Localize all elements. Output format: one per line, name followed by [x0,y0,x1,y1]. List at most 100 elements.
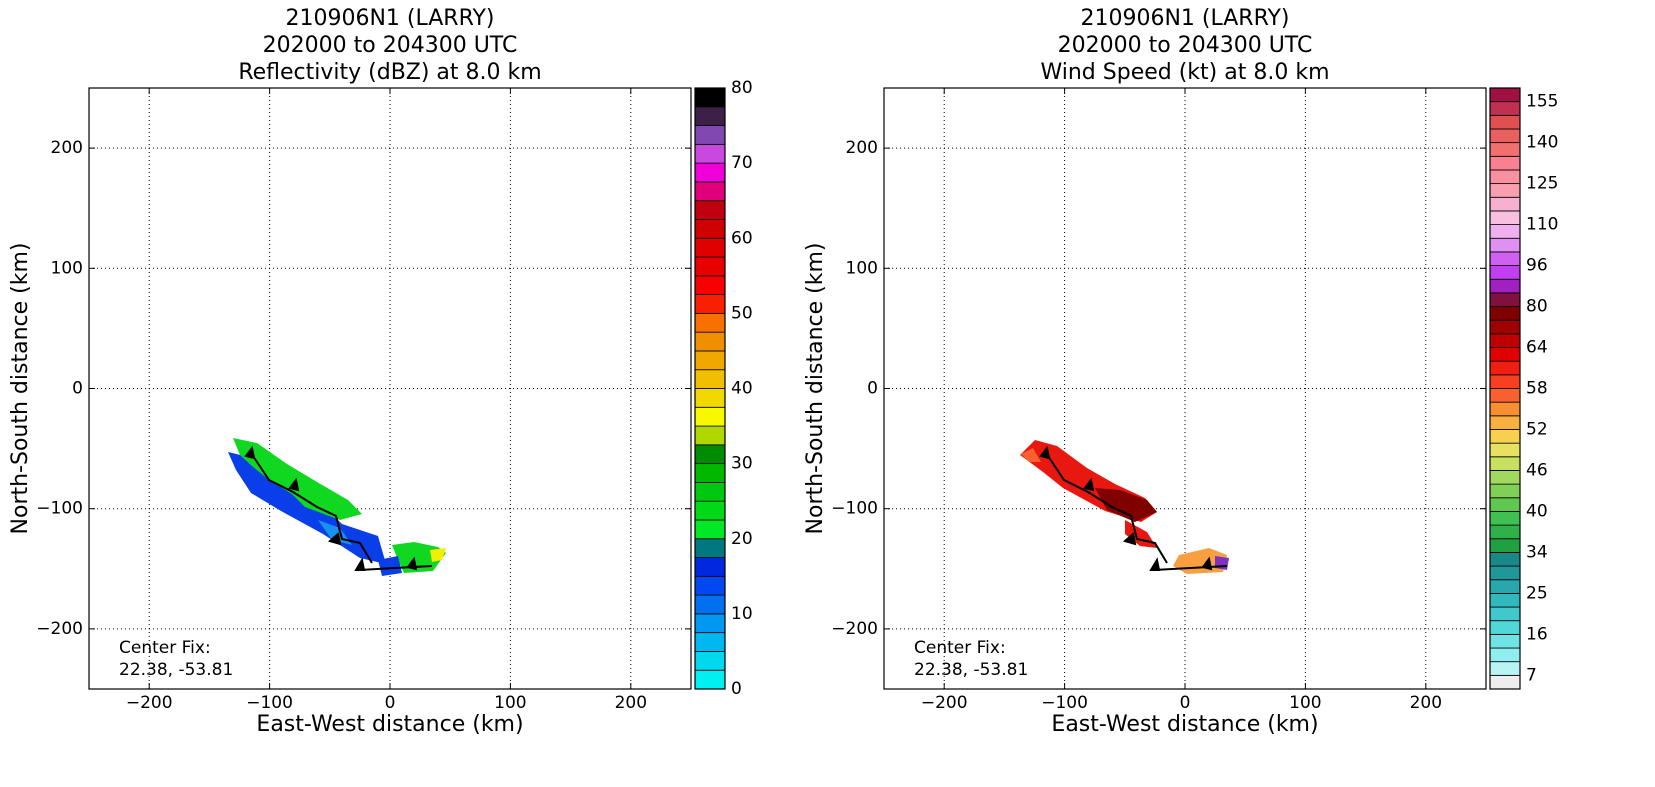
colorbar-tick-label: 34 [1526,542,1548,562]
swath-blue [228,452,386,564]
colorbar-tick-label: 20 [731,529,753,549]
x-axis-label: East-West distance (km) [256,712,523,737]
colorbar-bin [694,575,726,596]
colorbar-bin [1489,442,1521,458]
annotation: Center Fix: [914,638,1006,658]
colorbar-bin [694,500,726,521]
x-tick-label: 200 [615,693,647,713]
y-tick-label: 0 [72,379,83,399]
chart-title: Reflectivity (dBZ) at 8.0 km [238,60,541,85]
swath-yellow [430,548,446,562]
colorbar-bin [694,538,726,558]
colorbar-frame [694,87,726,690]
swath-green [233,438,362,520]
colorbar-bin [1489,169,1521,185]
colorbar-bin [1489,306,1521,321]
colorbar-bin [694,275,726,295]
colorbar-tick-label: 70 [731,153,753,173]
colorbar-tick-label: 40 [1526,501,1548,521]
colorbar-bin [694,482,726,502]
axes-layer: 210906N1 (LARRY)202000 to 204300 UTCRefl… [8,6,1558,737]
swath-orange [1021,448,1041,462]
colorbar-bin [1489,606,1521,622]
annotation: Center Fix: [119,638,211,658]
colorbar-bin [694,350,726,371]
colorbar-tick-label: 0 [731,679,742,699]
colorbar-bin [694,594,726,615]
annotation: 22.38, -53.81 [119,660,233,680]
y-tick-label: 200 [51,138,83,158]
colorbar-tick-label: 7 [1526,665,1537,685]
colorbar-bin [1489,565,1521,581]
colorbar-bin [1489,401,1521,417]
colorbar-bin [1489,319,1521,335]
colorbar-bin [1489,415,1521,430]
y-tick-label: −100 [36,499,83,519]
y-tick-label: 200 [846,138,878,158]
swath-red-2 [1125,520,1157,548]
colorbar-bin [694,237,726,258]
colorbar-bin [1489,251,1521,266]
colorbar-bin [694,388,726,408]
colorbar-tick-label: 110 [1526,215,1558,235]
x-tick-label: 100 [494,693,526,713]
chart-title: Wind Speed (kt) at 8.0 km [1040,60,1329,85]
colorbar-tick-label: 46 [1526,460,1548,480]
colorbar-bin [694,651,726,671]
colorbar-tick-label: 96 [1526,256,1548,276]
colorbar-bin [1489,592,1521,608]
colorbar-bin [694,444,726,465]
colorbar-tick-label: 155 [1526,92,1558,112]
y-tick-label: −100 [831,499,878,519]
x-tick-label: 0 [385,693,396,713]
y-tick-label: −200 [36,619,83,639]
x-tick-label: −200 [126,693,173,713]
y-tick-label: 100 [846,258,878,278]
colorbar-bin [694,519,726,540]
colorbar-bin [1489,347,1521,362]
colorbar-bin [1489,101,1521,116]
colorbar-bin [694,425,726,446]
colorbar-bin [1489,333,1521,348]
colorbar-bin [1489,633,1521,649]
x-tick-label: 200 [1410,693,1442,713]
colorbar-tick-label: 140 [1526,133,1558,153]
chart-title: 210906N1 (LARRY) [1080,6,1289,31]
colorbar-bin [1489,661,1521,676]
annotation: 22.38, -53.81 [914,660,1028,680]
swath-blue-2 [378,556,402,576]
colorbar-bin [1489,511,1521,526]
colorbar-bin [694,200,726,220]
colorbar-bin [1489,524,1521,540]
colorbar-frame [1489,87,1521,690]
colorbar-bin [1489,114,1521,130]
colorbar-bin [1489,142,1521,157]
colorbar-bin [694,162,726,183]
x-axis-label: East-West distance (km) [1051,712,1318,737]
colorbar-tick-label: 10 [731,604,753,624]
colorbar-bin [694,369,726,389]
y-axis-label: North-South distance (km) [803,243,828,535]
x-tick-label: 100 [1289,693,1321,713]
y-tick-label: 0 [867,379,878,399]
colorbar-bin [694,125,726,145]
colorbar-bin [694,312,726,333]
colorbar-bin [694,632,726,652]
reflectivity-swath [228,438,446,576]
colorbar-bin [1489,210,1521,225]
colorbar-tick-label: 64 [1526,338,1548,358]
swath-darkred [1095,488,1157,522]
colorbar-bin [694,256,726,277]
colorbar-bin [1489,87,1521,103]
colorbar-bin [1489,470,1521,485]
colorbar-tick-label: 52 [1526,419,1548,439]
colorbar-bin [694,613,726,634]
colorbar-bin [1489,183,1521,198]
colorbar-bin [694,406,726,427]
x-tick-label: −200 [921,693,968,713]
x-tick-label: −100 [246,693,293,713]
colorbar-bin [1489,155,1521,171]
x-tick-label: −100 [1041,693,1088,713]
colorbar-bin [694,557,726,577]
